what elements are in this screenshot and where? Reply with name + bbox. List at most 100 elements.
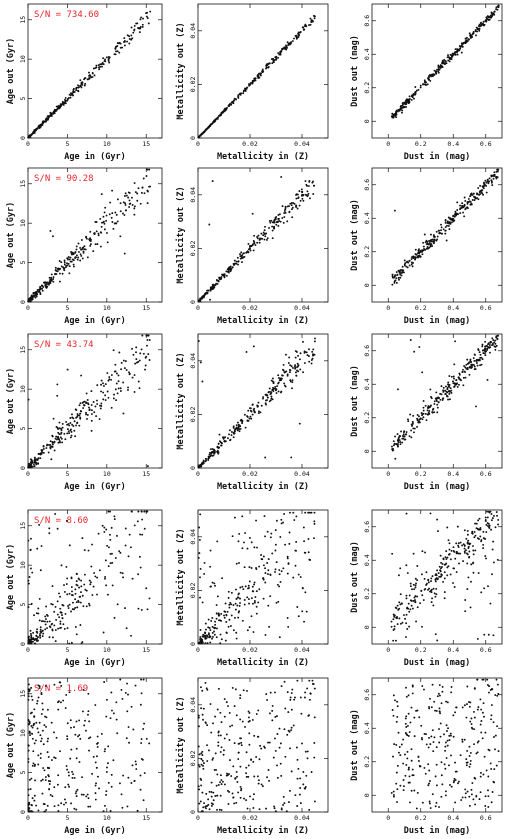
- data-point: [411, 261, 414, 264]
- data-point: [228, 711, 231, 714]
- data-point: [251, 403, 254, 406]
- data-point: [202, 764, 204, 767]
- data-point: [461, 202, 464, 205]
- data-point: [210, 286, 213, 289]
- data-point: [202, 767, 205, 770]
- data-point: [494, 342, 497, 345]
- data-point: [401, 621, 404, 624]
- data-point: [454, 48, 457, 51]
- data-point: [63, 261, 66, 264]
- data-point: [70, 431, 73, 433]
- data-point: [41, 620, 43, 623]
- data-point: [466, 40, 469, 43]
- data-point: [461, 43, 463, 46]
- data-point: [88, 720, 91, 723]
- data-point: [298, 793, 301, 796]
- data-point: [441, 563, 444, 565]
- scatter-points: [391, 334, 500, 460]
- data-point: [308, 24, 310, 27]
- data-point: [131, 376, 134, 379]
- data-point: [30, 695, 33, 698]
- data-point: [284, 385, 287, 388]
- data-point: [84, 719, 86, 722]
- data-point: [217, 741, 220, 744]
- data-point: [27, 683, 30, 686]
- data-point: [233, 262, 236, 265]
- data-point: [235, 801, 238, 804]
- y-tick-label: 0.4: [363, 212, 371, 224]
- data-point: [96, 745, 99, 748]
- data-point: [31, 461, 34, 464]
- data-point: [253, 242, 256, 245]
- data-point: [104, 394, 107, 397]
- data-point: [65, 765, 68, 767]
- data-point: [143, 192, 146, 195]
- data-point: [61, 100, 64, 103]
- data-point: [85, 729, 87, 732]
- data-point: [197, 300, 200, 303]
- data-point: [89, 240, 92, 243]
- data-point: [478, 528, 481, 531]
- data-point: [433, 700, 436, 703]
- data-point: [257, 74, 260, 77]
- data-point: [83, 248, 86, 251]
- data-point: [444, 556, 447, 559]
- data-point: [96, 243, 99, 246]
- x-tick-label: 10: [103, 646, 111, 654]
- data-point: [256, 237, 259, 240]
- data-point: [128, 533, 131, 536]
- data-point: [228, 433, 230, 436]
- data-point: [69, 428, 72, 431]
- data-point: [487, 789, 489, 792]
- data-point: [52, 280, 55, 283]
- data-point: [113, 393, 116, 396]
- data-point: [240, 741, 243, 744]
- data-point: [434, 595, 437, 598]
- data-point: [75, 89, 78, 92]
- y-tick-label: 0.2: [363, 246, 371, 258]
- data-point: [127, 386, 129, 389]
- data-point: [490, 181, 493, 184]
- data-point: [285, 48, 288, 51]
- data-point: [291, 387, 293, 390]
- data-point: [78, 86, 80, 89]
- data-point: [278, 53, 281, 56]
- data-point: [404, 774, 407, 777]
- data-point: [444, 790, 447, 793]
- data-point: [50, 280, 52, 283]
- data-point: [213, 285, 215, 287]
- data-point: [307, 185, 310, 187]
- data-point: [57, 431, 60, 434]
- data-point: [119, 390, 122, 392]
- data-point: [275, 715, 278, 718]
- data-point: [474, 354, 476, 356]
- data-point: [137, 510, 140, 513]
- data-point: [37, 763, 40, 766]
- data-point: [61, 272, 64, 275]
- data-point: [145, 15, 148, 18]
- data-point: [495, 678, 498, 681]
- data-point: [271, 704, 274, 707]
- data-point: [94, 704, 97, 706]
- data-point: [401, 441, 404, 444]
- data-point: [277, 382, 280, 385]
- data-point: [454, 761, 457, 764]
- data-point: [236, 775, 238, 778]
- data-point: [215, 769, 217, 771]
- sn-label: S/N = 90.28: [34, 174, 94, 184]
- data-point: [441, 783, 444, 786]
- data-point: [234, 777, 237, 780]
- y-tick-label: 0.2: [363, 588, 371, 600]
- data-point: [45, 725, 48, 728]
- data-point: [54, 605, 57, 608]
- y-tick-label: 15: [19, 16, 27, 24]
- data-point: [198, 753, 201, 756]
- data-point: [435, 784, 438, 787]
- data-point: [29, 734, 31, 737]
- x-tick-label: 15: [142, 304, 150, 312]
- data-point: [405, 103, 408, 106]
- data-point: [89, 75, 92, 78]
- data-point: [143, 527, 146, 530]
- data-point: [399, 593, 402, 596]
